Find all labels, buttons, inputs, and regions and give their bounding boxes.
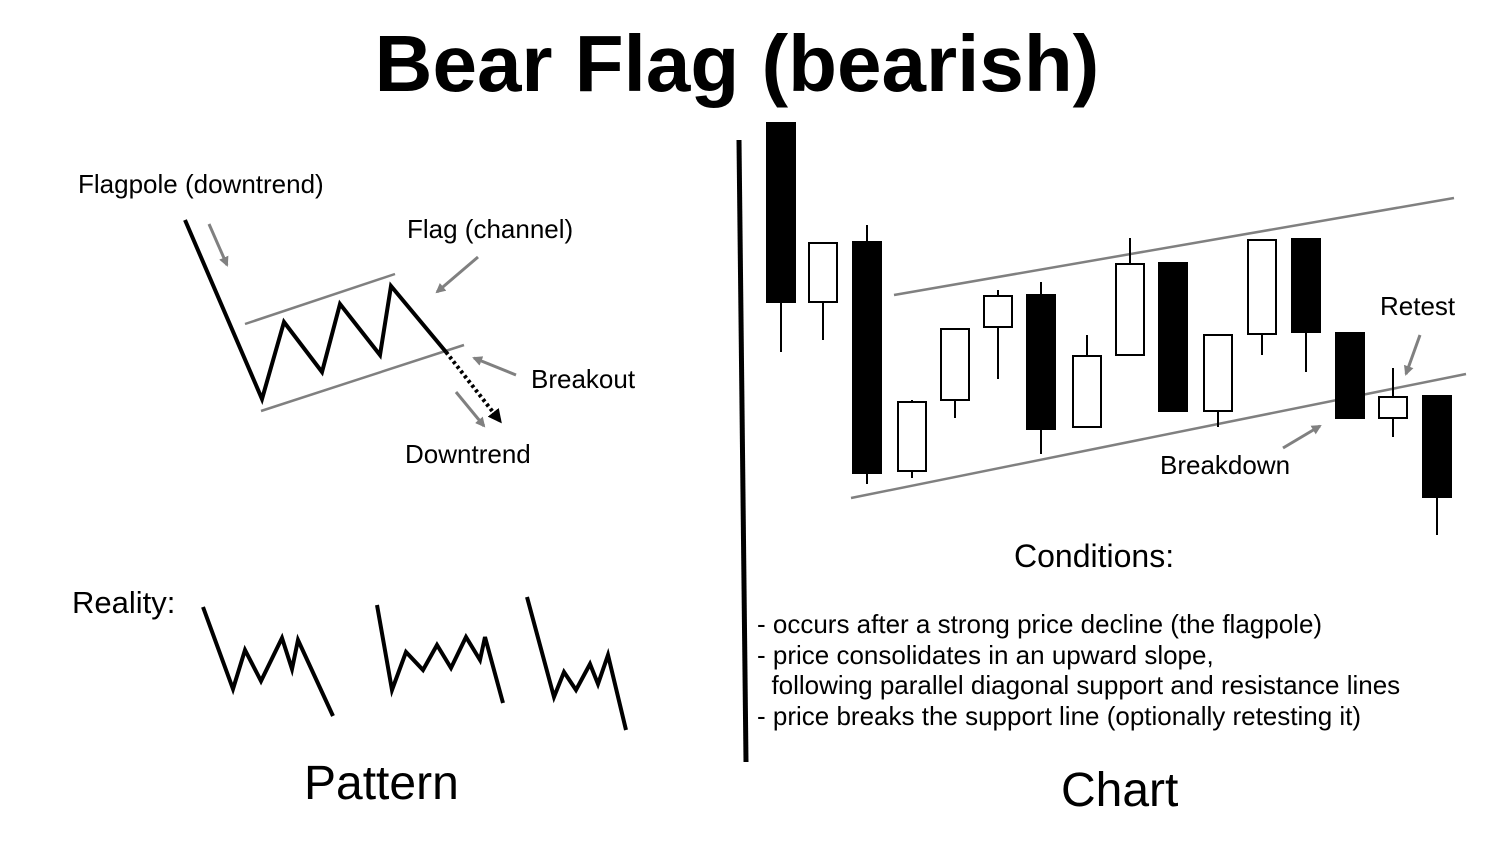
pattern-illustration — [183, 219, 517, 428]
candle-10-bearish — [1158, 262, 1188, 412]
candle-2-bullish — [808, 242, 838, 340]
downtrend-dotted-line — [444, 350, 502, 424]
candle-14-bearish — [1335, 332, 1365, 419]
chart-annotations — [1282, 334, 1422, 450]
candle-9-bullish — [1115, 238, 1145, 356]
flagpole-label: Flagpole (downtrend) — [78, 169, 324, 199]
condition-item: following parallel diagonal support and … — [757, 670, 1401, 700]
breakout-label: Breakout — [531, 364, 636, 394]
channel-lower-line — [260, 343, 465, 413]
breakout-arrow — [472, 356, 517, 377]
divider-line — [736, 139, 749, 763]
reality-sketch-1 — [201, 606, 335, 717]
candle-16-bearish — [1422, 395, 1452, 535]
reality-sketches — [201, 596, 628, 731]
pattern-caption: Pattern — [304, 757, 459, 810]
condition-item: - price breaks the support line (optiona… — [757, 700, 1362, 731]
candle-12-bullish — [1247, 239, 1277, 355]
candle-11-bullish — [1203, 334, 1233, 427]
condition-item: - price consolidates in an upward slope, — [757, 639, 1214, 670]
page-title: Bear Flag (bearish) — [374, 19, 1100, 108]
candle-4-bullish — [897, 400, 927, 478]
downtrend-label: Downtrend — [405, 439, 531, 469]
retest-label: Retest — [1380, 291, 1456, 321]
flagpole-arrow — [207, 223, 229, 267]
chart-caption: Chart — [1061, 764, 1179, 817]
candle-6-bullish — [983, 290, 1013, 379]
candle-1-bearish — [766, 122, 796, 352]
pattern-price-path — [183, 219, 448, 405]
resistance-line — [893, 196, 1455, 297]
breakdown-arrow — [1282, 424, 1322, 450]
downtrend-arrow — [454, 391, 486, 428]
flag-arrow — [435, 255, 479, 294]
candle-15-bullish — [1378, 368, 1408, 437]
candle-7-bearish — [1026, 282, 1056, 454]
candle-3-bearish — [852, 225, 882, 484]
channel-upper-line — [244, 272, 396, 326]
flag-channel-label: Flag (channel) — [407, 214, 574, 244]
condition-item: - occurs after a strong price decline (t… — [757, 609, 1323, 639]
retest-arrow — [1403, 334, 1422, 376]
reality-sketch-2 — [375, 604, 505, 704]
reality-label: Reality: — [72, 585, 176, 620]
candle-13-bearish — [1291, 238, 1321, 372]
candle-5-bullish — [940, 328, 970, 418]
conditions-title: Conditions: — [1014, 538, 1175, 574]
candlesticks — [766, 122, 1452, 535]
candle-8-bullish — [1072, 335, 1102, 428]
reality-sketch-3 — [525, 596, 628, 731]
breakdown-label: Breakdown — [1160, 450, 1291, 480]
conditions-list: - occurs after a strong price decline (t… — [757, 609, 1400, 731]
